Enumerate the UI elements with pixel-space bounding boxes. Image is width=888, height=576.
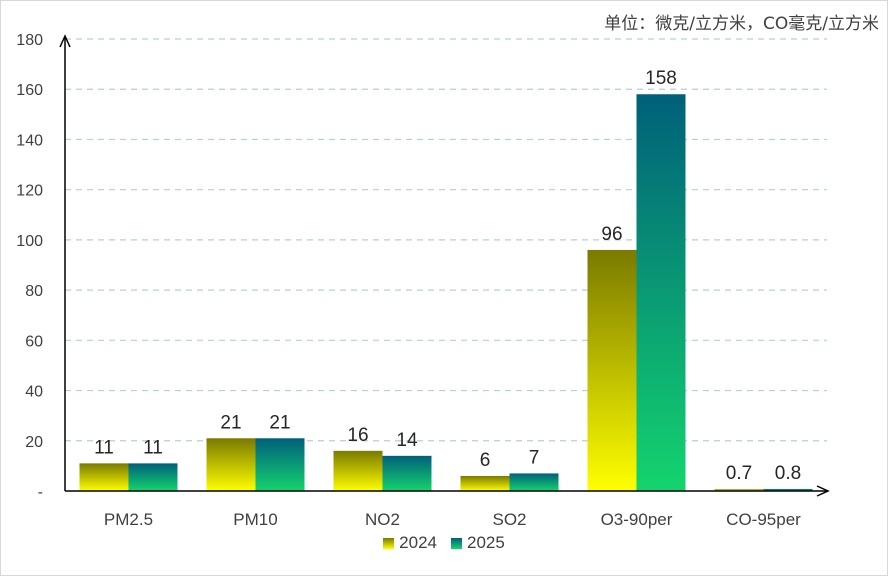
data-label: 11 <box>94 437 114 458</box>
y-tick-label: 100 <box>16 233 43 250</box>
data-label: 0.7 <box>726 463 752 484</box>
y-tick-label: 20 <box>25 434 43 451</box>
gridlines <box>65 38 827 442</box>
x-category-label: SO2 <box>492 510 526 529</box>
data-label: 6 <box>480 450 491 471</box>
legend-item-2025: 2025 <box>451 533 505 553</box>
y-tick-label: 80 <box>25 283 43 300</box>
bar-2024-PM2.5 <box>79 463 129 491</box>
unit-note: 单位：微克/立方米，CO毫克/立方米 <box>604 14 879 34</box>
data-label: 21 <box>220 412 241 433</box>
bar-2025-O3-90per <box>636 94 686 491</box>
y-tick-label: - <box>38 484 43 501</box>
labels: - 20 40 60 80 100 120 140 160 180 11 11 PM2.5 21 21 PM1… <box>16 32 801 529</box>
bar-2024-CO-95per <box>714 489 764 491</box>
x-category-label: CO-95per <box>726 510 801 529</box>
data-label: 11 <box>143 437 163 458</box>
y-tick-label: 40 <box>25 384 43 401</box>
bar-2025-PM2.5 <box>128 463 178 491</box>
bar-2024-PM10 <box>206 438 256 491</box>
bars <box>79 94 813 491</box>
data-label: 158 <box>645 68 677 89</box>
x-axis-arrow <box>816 485 830 497</box>
bar-2025-CO-95per <box>763 488 813 491</box>
y-tick-label: 160 <box>16 82 43 99</box>
x-category-label: NO2 <box>365 510 400 529</box>
legend-swatch-2025 <box>451 537 462 549</box>
legend-swatch-2024 <box>383 537 395 549</box>
data-label: 96 <box>601 224 622 245</box>
legend: 2024 2025 <box>1 533 887 553</box>
bar-2024-SO2 <box>460 475 510 491</box>
bar-2025-NO2 <box>382 455 432 491</box>
x-category-label: PM2.5 <box>104 510 153 529</box>
y-tick-label: 120 <box>16 183 43 200</box>
bar-2025-PM10 <box>255 438 305 491</box>
legend-item-2024: 2024 <box>383 533 437 553</box>
data-label: 14 <box>396 430 418 451</box>
bar-2024-NO2 <box>333 450 383 491</box>
data-label: 16 <box>347 425 368 446</box>
y-tick-label: 180 <box>16 32 43 49</box>
data-label: 7 <box>529 447 540 468</box>
y-tick-label: 140 <box>16 132 43 149</box>
y-axis-arrow <box>59 34 71 48</box>
x-category-label: PM10 <box>233 510 277 529</box>
y-tick-label: 60 <box>25 333 43 350</box>
x-category-label: O3-90per <box>601 510 673 529</box>
bar-2025-SO2 <box>509 473 559 491</box>
legend-label-2024: 2024 <box>399 533 437 552</box>
data-label: 21 <box>269 412 290 433</box>
data-label: 0.8 <box>775 463 801 484</box>
bar-2024-O3-90per <box>587 249 637 491</box>
legend-label-2025: 2025 <box>467 533 505 552</box>
axes <box>59 34 830 497</box>
